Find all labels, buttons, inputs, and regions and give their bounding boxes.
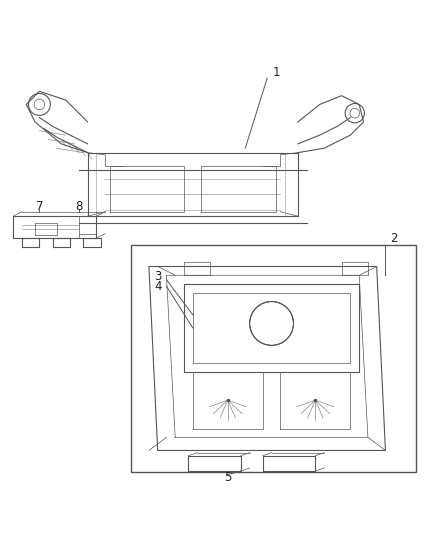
Text: 2: 2 [390,231,398,245]
Text: 1: 1 [272,66,280,79]
Text: 4: 4 [154,280,162,293]
Text: 8: 8 [75,200,82,213]
Text: 3: 3 [154,270,161,283]
Text: 7: 7 [35,200,43,213]
FancyBboxPatch shape [131,245,416,472]
Text: 5: 5 [224,471,231,484]
